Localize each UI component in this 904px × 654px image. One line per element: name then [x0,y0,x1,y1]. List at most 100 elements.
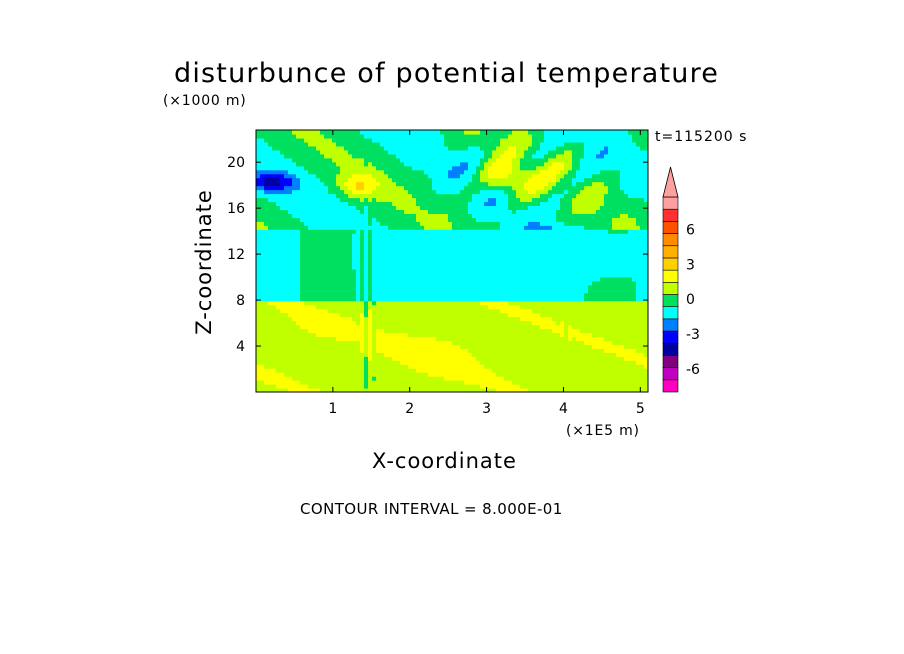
field-cell [272,209,277,214]
field-cell [284,340,289,345]
field-cell [264,233,269,238]
field-cell [292,320,297,326]
field-cell [416,316,421,322]
field-cell [400,253,405,258]
field-cell [444,133,449,139]
field-cell [276,312,281,318]
field-cell [448,229,453,234]
field-cell [324,312,329,318]
field-cell [548,384,553,389]
field-cell [444,181,449,187]
field-cell [480,316,485,322]
field-cell [384,173,389,179]
field-cell [328,225,333,230]
field-cell [500,336,505,341]
field-cell [344,356,349,361]
field-cell [408,137,413,143]
field-cell [500,296,505,302]
field-cell [300,217,305,222]
field-cell [408,149,413,155]
field-cell [440,312,445,318]
field-cell [316,161,321,167]
field-cell [312,376,317,381]
field-cell [460,320,465,326]
field-cell [328,308,333,314]
field-cell [528,376,533,381]
field-cell [364,324,369,330]
field-cell [488,280,493,286]
field-cell [300,352,305,357]
field-cell [336,296,341,302]
field-cell [268,344,273,349]
field-cell [288,201,293,207]
field-cell [352,253,357,258]
field-cell [536,161,541,167]
field-cell [328,249,333,254]
field-cell [504,261,509,266]
field-cell [336,288,341,294]
field-cell [320,145,325,151]
field-cell [532,288,537,294]
field-cell [272,384,277,389]
field-cell [436,372,441,377]
field-cell [480,324,485,330]
field-cell [316,193,321,199]
field-cell [360,284,365,290]
field-cell [540,324,545,330]
field-cell [472,352,477,357]
field-cell [552,185,557,191]
field-cell [320,356,325,361]
field-cell [512,145,517,151]
field-cell [344,304,349,310]
field-cell [296,193,301,199]
field-cell [296,185,301,191]
field-cell [256,312,261,318]
field-cell [280,137,285,143]
field-cell [280,268,285,274]
field-cell [388,288,393,294]
field-cell [556,253,561,258]
field-cell [412,288,417,294]
field-cell [388,137,393,143]
field-cell [480,209,485,214]
field-cell [436,257,441,262]
field-cell [540,316,545,322]
field-cell [424,137,429,143]
field-cell [468,225,473,230]
field-cell [344,209,349,214]
field-cell [352,161,357,167]
field-cell [276,189,281,195]
field-cell [420,280,425,286]
field-cell [432,181,437,187]
field-cell [292,257,297,262]
field-cell [432,217,437,222]
field-cell [552,276,557,282]
field-cell [256,245,261,250]
field-cell [492,130,497,135]
field-cell [284,348,289,353]
field-cell [444,312,449,318]
field-cell [264,376,269,381]
field-cell [500,225,505,230]
field-cell [500,130,505,135]
field-cell [300,161,305,167]
field-cell [400,380,405,385]
field-cell [284,316,289,322]
field-cell [552,173,557,179]
field-cell [524,332,529,338]
field-cell [288,372,293,377]
field-cell [556,288,561,294]
field-cell [516,288,521,294]
field-cell [548,141,553,147]
field-cell [296,130,301,135]
field-cell [456,213,461,218]
field-cell [300,181,305,187]
field-cell [400,292,405,298]
field-cell [404,221,409,226]
field-cell [280,344,285,349]
field-cell [540,253,545,258]
field-cell [480,169,485,175]
field-cell [536,296,541,302]
field-cell [548,197,553,203]
field-cell [476,304,481,310]
